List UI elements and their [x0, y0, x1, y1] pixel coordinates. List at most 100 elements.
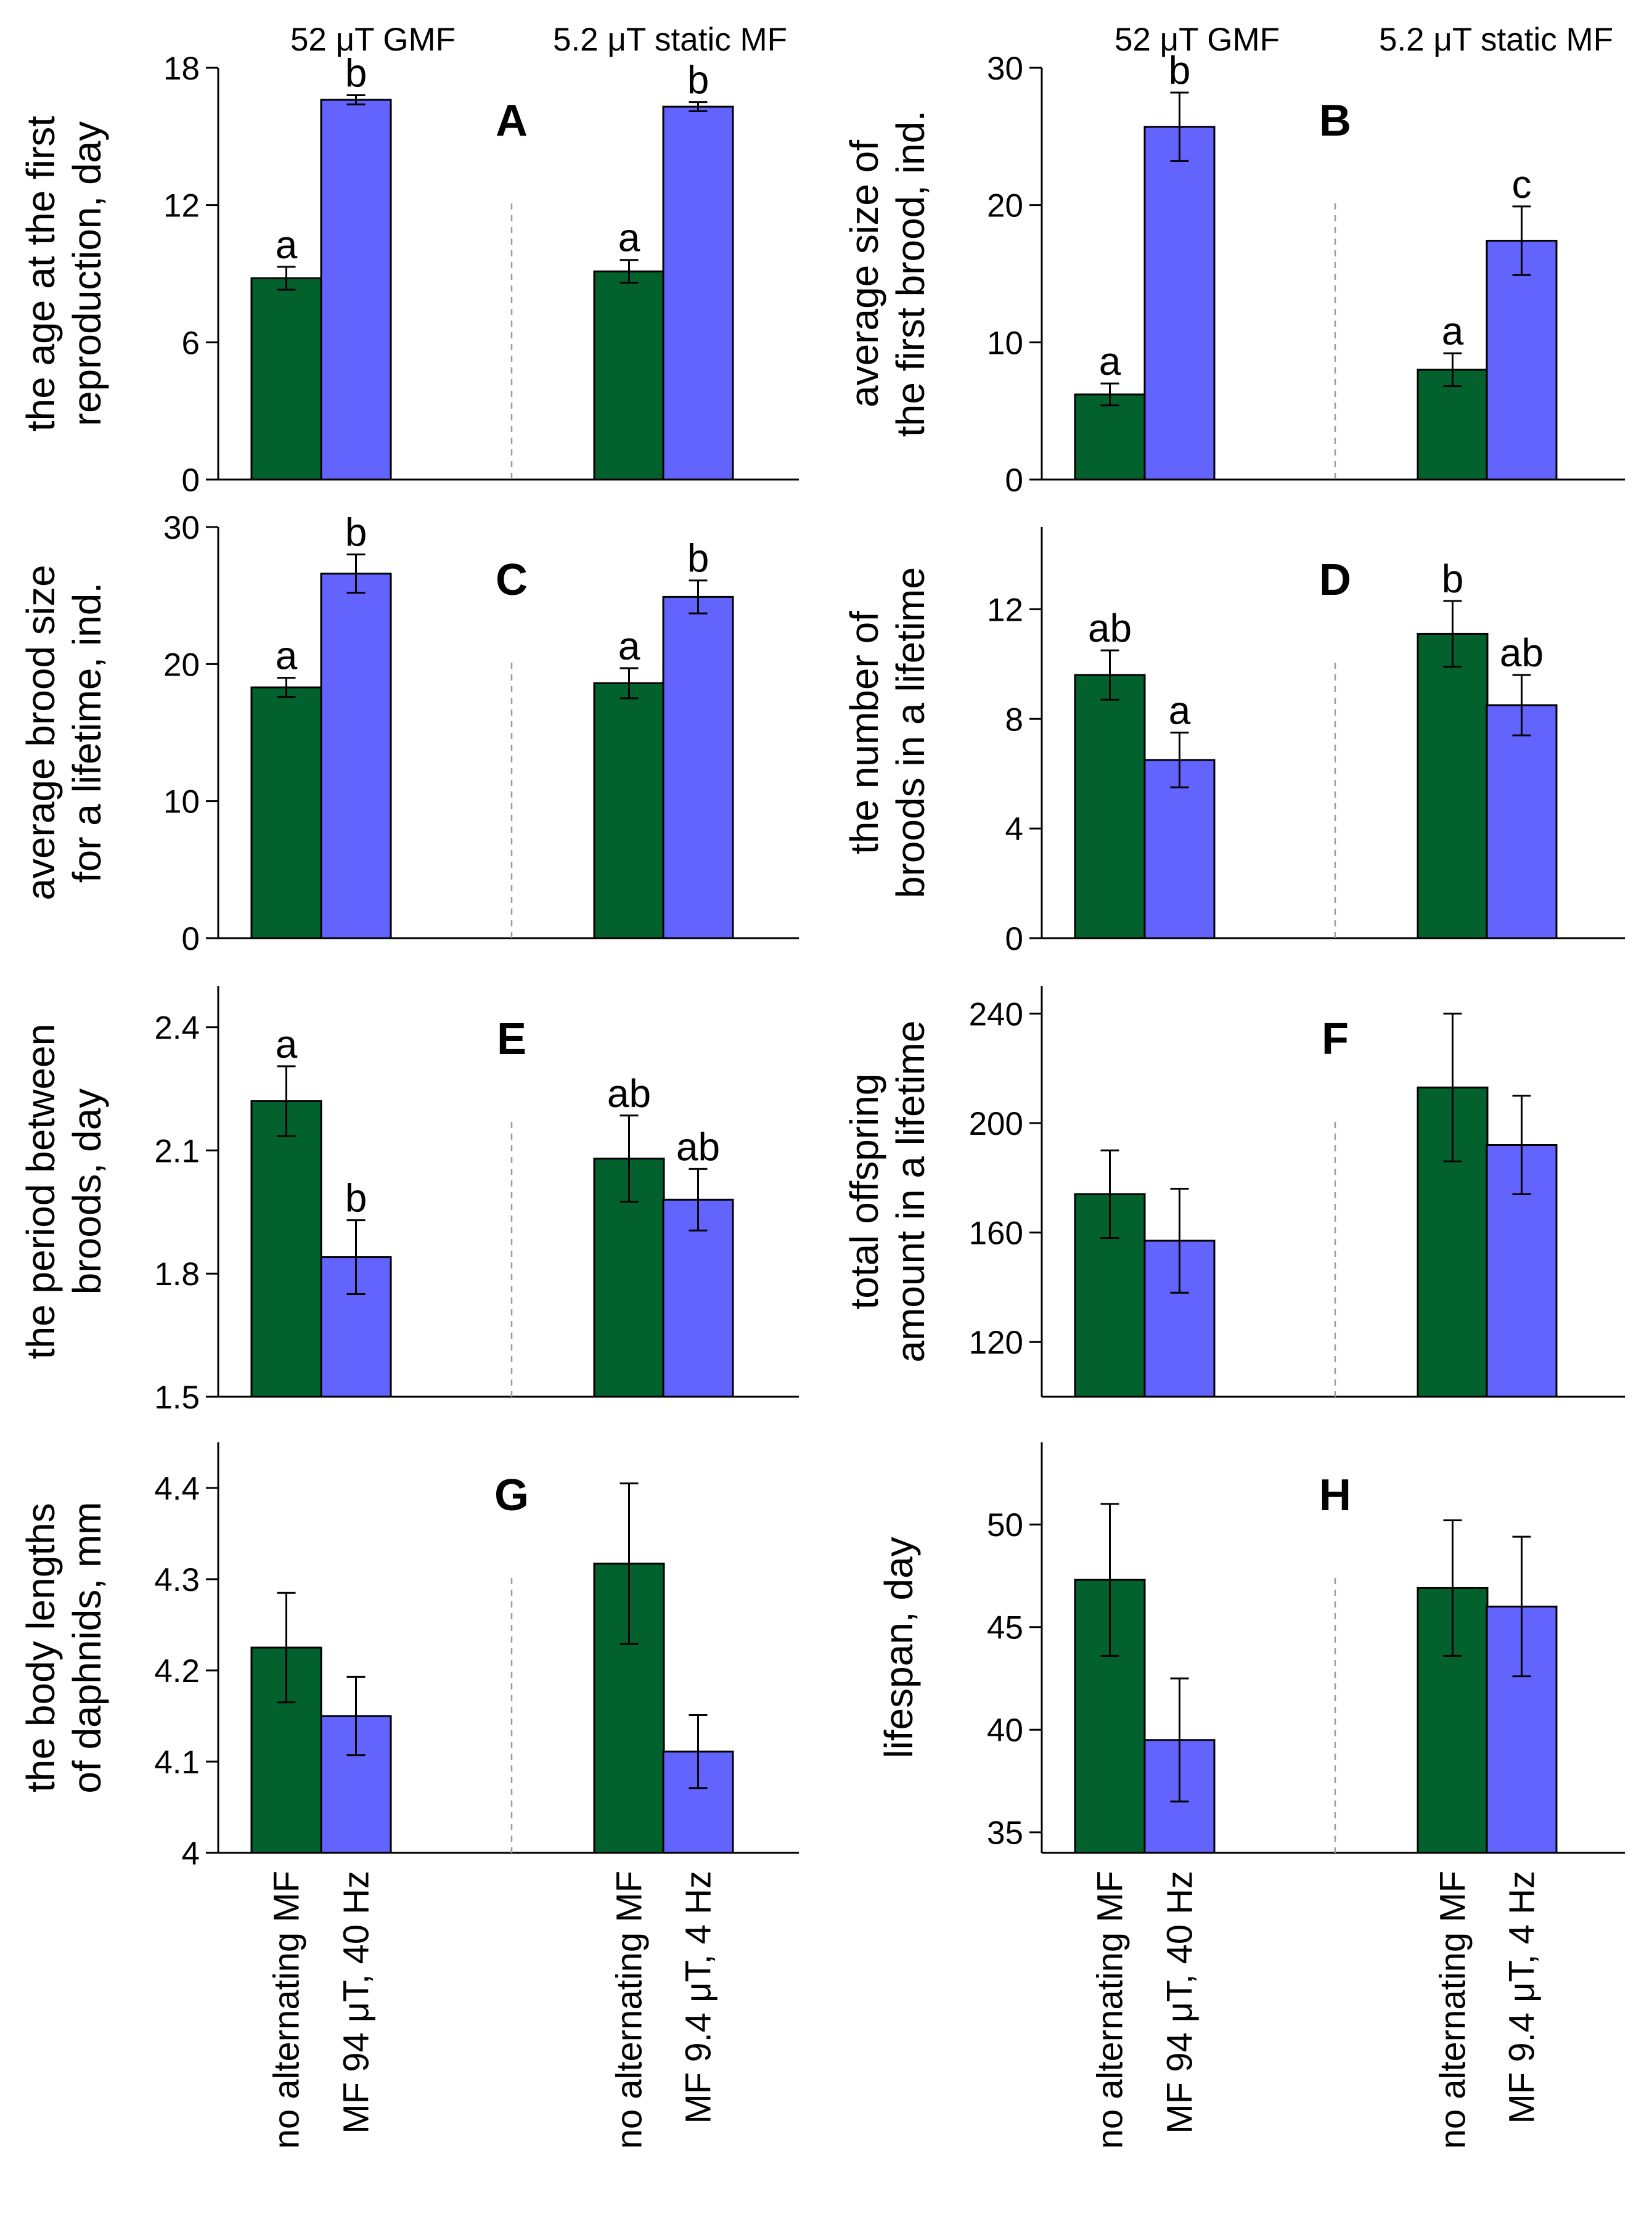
panels: 0 6 12 18 the age at the first reproduction, …	[18, 48, 1625, 1872]
error-bar	[346, 94, 366, 105]
y-tick-label: 4.3	[154, 1562, 200, 1598]
group-header-right-static: 5.2 μT static MF	[1379, 22, 1613, 58]
panel-g: 4 4.1 4.2 4.3 4.4 the body lengths of daphnids…	[18, 1442, 799, 1872]
significance-letter: a	[1169, 689, 1191, 733]
y-axis-label-line-1: average size of	[842, 140, 886, 407]
panel-letter: A	[496, 96, 528, 145]
panel-letter: B	[1319, 96, 1351, 145]
significance-letter: b	[687, 536, 709, 581]
y-tick-label: 20	[163, 647, 200, 683]
group-header-right-gmf: 52 μT GMF	[1114, 22, 1280, 58]
error-bar	[1512, 674, 1531, 737]
panel-b: 0 10 20 30 average size of the first brood, i…	[842, 48, 1625, 499]
y-axis-label: lifespan, day	[877, 1537, 921, 1758]
bar-treatment-group2	[662, 1198, 734, 1398]
bar-control-group2	[593, 270, 665, 481]
error-bar	[277, 677, 296, 698]
y-tick-label: 35	[987, 1815, 1023, 1852]
bar-treatment-group1	[320, 99, 392, 481]
bar-treatment-group2	[1486, 240, 1558, 481]
bar-control-group1	[250, 1100, 322, 1398]
y-tick-label: 0	[1005, 462, 1023, 499]
significance-letter: b	[1169, 48, 1191, 92]
error-bar	[1443, 352, 1462, 388]
significance-letter: a	[276, 634, 298, 678]
x-category-labels: no alternating MF MF 94 μT, 40 Hz no alter…	[267, 1871, 1542, 2149]
panel-letter: C	[496, 555, 528, 605]
error-bar	[1100, 1149, 1119, 1239]
group-headers: 52 μT GMF 5.2 μT static MF 52 μT GMF 5.2…	[290, 22, 1613, 58]
y-tick-label: 4.1	[154, 1744, 200, 1781]
significance-letter: ab	[676, 1124, 720, 1169]
y-axis-label-line-2: of daphnids, mm	[65, 1502, 109, 1793]
y-axis-label-line-1: the number of	[842, 611, 886, 854]
error-bar	[277, 1592, 296, 1704]
significance-letter: a	[1442, 309, 1464, 353]
panel-c: 0 10 20 30 average brood size for a lifetime,…	[18, 510, 799, 957]
error-bar	[689, 1714, 708, 1789]
y-tick-label: 4	[1005, 811, 1023, 848]
bar-control-group1	[1074, 393, 1146, 481]
error-bar	[689, 101, 708, 113]
panel-e: 1.5 1.8 2.1 2.4 the period between broods, da…	[18, 986, 799, 1416]
y-tick-label: 0	[1005, 921, 1023, 957]
y-axis-label-line-1: the body lengths	[18, 1503, 63, 1792]
error-bar	[1512, 1535, 1531, 1678]
panel-d: 0 4 8 12 the number of broods in a lifetime Da…	[842, 527, 1625, 957]
significance-letter: a	[276, 1022, 298, 1066]
bar-treatment-group2	[662, 105, 734, 481]
panel-letter: D	[1319, 555, 1351, 605]
x-category-label: MF 9.4 μT, 4 Hz	[679, 1871, 719, 2124]
panel-letter: E	[497, 1015, 526, 1064]
y-tick-label: 0	[182, 921, 200, 957]
y-tick-label: 30	[987, 51, 1023, 87]
panel-letter: G	[494, 1471, 529, 1520]
bar-control-group2	[1417, 632, 1489, 939]
error-bar	[1170, 1188, 1189, 1294]
significance-letter: b	[1442, 557, 1464, 601]
error-bar	[1443, 600, 1462, 668]
y-axis-label-line-2: broods in a lifetime	[888, 567, 933, 898]
error-bar	[1100, 382, 1119, 407]
panel-letter: F	[1322, 1015, 1349, 1064]
error-bar	[1100, 1503, 1119, 1657]
y-axis-label-line-2: amount in a lifetime	[888, 1021, 933, 1363]
y-tick-label: 240	[969, 996, 1023, 1032]
error-bar	[1170, 91, 1189, 162]
y-tick-label: 200	[969, 1106, 1023, 1142]
panel-a: 0 6 12 18 the age at the first reproduction, …	[18, 51, 799, 499]
x-category-label: MF 94 μT, 40 Hz	[337, 1871, 377, 2134]
error-bar	[346, 553, 366, 594]
y-tick-label: 12	[987, 592, 1023, 628]
y-tick-label: 40	[987, 1712, 1023, 1749]
y-axis-label-line-1: the period between	[18, 1024, 63, 1359]
error-bar	[1512, 1095, 1531, 1195]
error-bar	[620, 259, 639, 284]
y-axis-label-line-2: broods, day	[65, 1089, 109, 1294]
x-category-label: no alternating MF	[610, 1871, 650, 2149]
x-category-label: no alternating MF	[1433, 1871, 1473, 2149]
y-axis-label-line-1: total offspring	[842, 1073, 886, 1309]
significance-letter: ab	[1088, 606, 1132, 650]
x-category-label: no alternating MF	[267, 1871, 307, 2149]
significance-letter: a	[276, 223, 298, 267]
panel-h: 35 40 45 50 lifespan, day H	[877, 1442, 1625, 1854]
error-bar	[1512, 205, 1531, 276]
significance-letter: c	[1512, 162, 1532, 206]
x-category-label: MF 9.4 μT, 4 Hz	[1502, 1871, 1542, 2124]
panel-letter: H	[1319, 1471, 1351, 1520]
significance-letter: ab	[607, 1071, 651, 1116]
y-tick-label: 50	[987, 1507, 1023, 1543]
y-tick-label: 1.8	[154, 1256, 200, 1293]
y-tick-label: 20	[987, 188, 1023, 224]
y-tick-label: 18	[163, 51, 200, 87]
y-tick-label: 10	[163, 784, 200, 820]
y-tick-label: 2.1	[154, 1133, 200, 1169]
y-axis-label-line-1: average brood size	[18, 565, 63, 900]
significance-letter: a	[618, 216, 640, 260]
bar-treatment-group2	[662, 595, 734, 939]
error-bar	[689, 1167, 708, 1232]
y-tick-label: 4.4	[154, 1471, 200, 1507]
error-bar	[277, 266, 296, 291]
